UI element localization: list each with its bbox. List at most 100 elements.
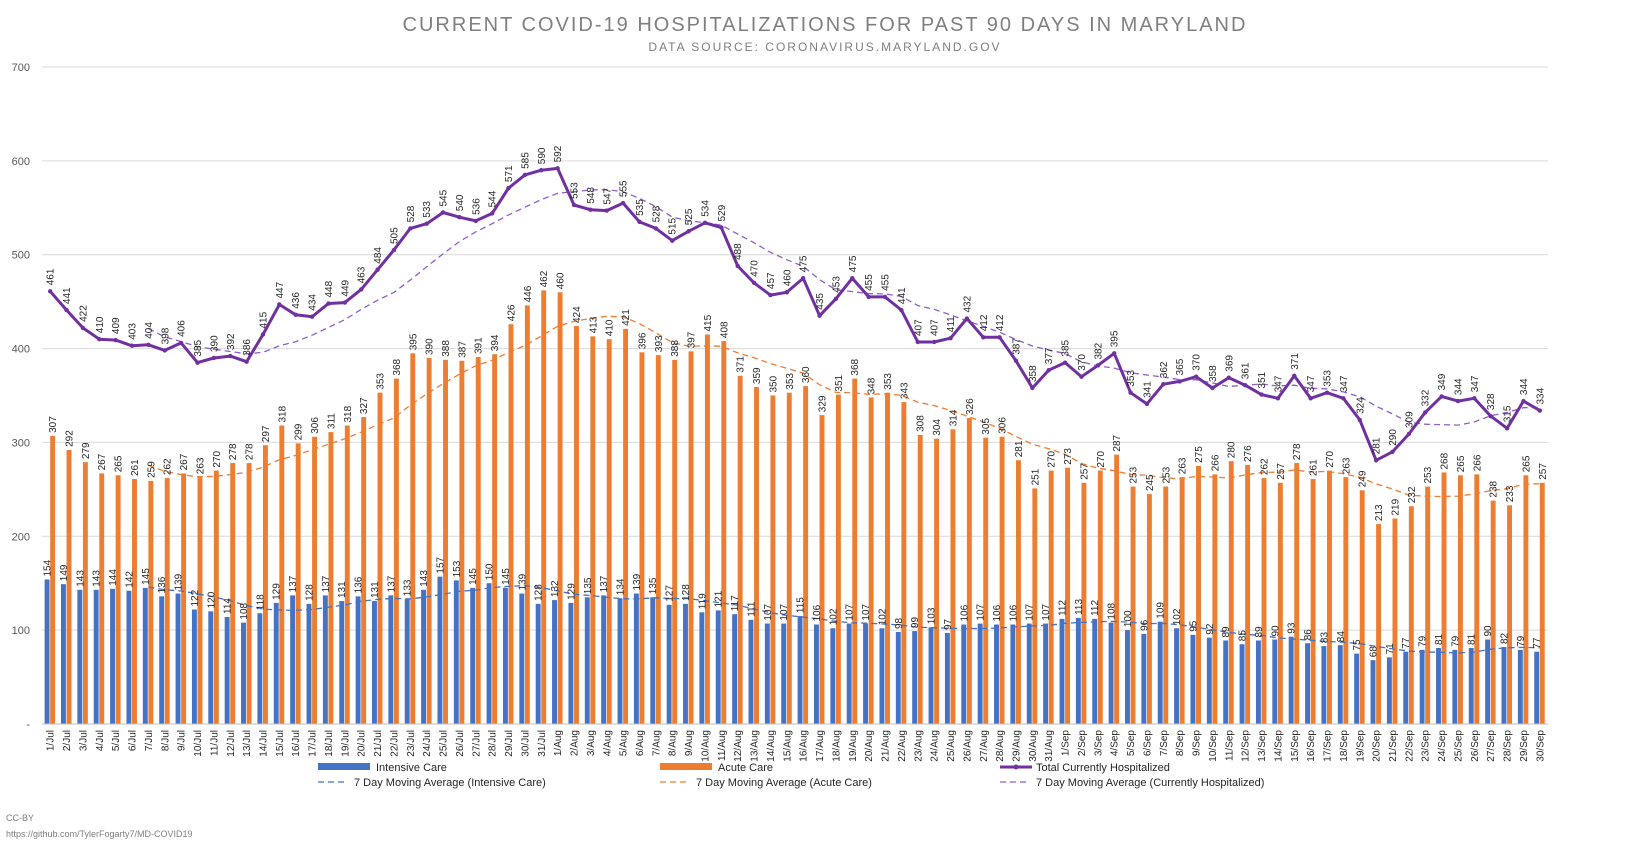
acute-care-bar bbox=[1359, 490, 1365, 724]
intensive-care-bar bbox=[1190, 634, 1196, 724]
data-label: 128 bbox=[534, 584, 545, 601]
data-label: 268 bbox=[1440, 452, 1451, 469]
acute-care-bar bbox=[1490, 500, 1496, 724]
x-tick-label: 1/Aug bbox=[553, 730, 564, 756]
x-tick-label: 27/Jul bbox=[471, 730, 482, 757]
x-tick-label: 8/Sep bbox=[1175, 730, 1186, 757]
x-tick-label: 6/Aug bbox=[635, 730, 646, 756]
intensive-care-bar bbox=[257, 613, 263, 724]
acute-care-bar bbox=[950, 429, 956, 724]
data-label: 305 bbox=[981, 418, 992, 435]
data-label: 351 bbox=[834, 374, 845, 391]
data-label: 432 bbox=[962, 295, 973, 312]
x-tick-label: 14/Jul bbox=[259, 730, 270, 757]
data-label: 153 bbox=[452, 560, 463, 577]
data-label: 453 bbox=[831, 276, 842, 293]
data-label: 143 bbox=[419, 570, 430, 587]
intensive-care-bar bbox=[1370, 660, 1376, 724]
moving-average-line bbox=[148, 315, 1540, 498]
total-hospitalized-point bbox=[637, 219, 642, 225]
x-tick-label: 4/Aug bbox=[602, 730, 613, 756]
data-label: 369 bbox=[1224, 355, 1235, 372]
acute-care-bar bbox=[197, 477, 203, 724]
intensive-care-bar bbox=[322, 595, 328, 724]
acute-care-bar bbox=[213, 470, 219, 724]
x-tick-label: 10/Aug bbox=[701, 730, 712, 762]
intensive-care-bar bbox=[928, 627, 934, 724]
data-label: 281 bbox=[1014, 440, 1025, 457]
x-tick-label: 6/Sep bbox=[1142, 730, 1153, 757]
intensive-care-bar bbox=[306, 603, 312, 724]
legend-item: 7 Day Moving Average (Acute Care) bbox=[660, 777, 872, 789]
data-label: 98 bbox=[894, 617, 905, 629]
intensive-care-bar bbox=[339, 601, 345, 724]
data-label: 308 bbox=[916, 415, 927, 432]
chart-title: CURRENT COVID-19 HOSPITALIZATIONS FOR PA… bbox=[403, 14, 1248, 36]
x-tick-label: 25/Aug bbox=[946, 730, 957, 762]
x-tick-label: 30/Jul bbox=[520, 730, 531, 757]
total-hospitalized-point bbox=[1504, 426, 1510, 431]
data-label: 233 bbox=[1505, 485, 1516, 502]
total-hospitalized-point bbox=[1488, 413, 1493, 419]
data-label: 137 bbox=[321, 575, 332, 592]
legend-swatch bbox=[660, 763, 712, 770]
acute-care-bar bbox=[262, 445, 268, 724]
total-hospitalized-point bbox=[178, 340, 184, 346]
acute-care-bar bbox=[66, 449, 72, 724]
data-label: 290 bbox=[1388, 429, 1399, 446]
intensive-care-bar bbox=[944, 632, 950, 724]
legend-marker bbox=[1013, 764, 1019, 770]
total-hospitalized-point bbox=[670, 238, 675, 243]
x-tick-label: 15/Jul bbox=[275, 730, 286, 757]
data-label: 86 bbox=[1303, 629, 1314, 641]
intensive-care-bar bbox=[1321, 646, 1327, 724]
intensive-care-bar bbox=[1157, 621, 1163, 724]
data-label: 157 bbox=[435, 556, 446, 573]
data-label: 353 bbox=[1126, 370, 1137, 387]
x-tick-label: 17/Jul bbox=[308, 730, 319, 757]
legend-item: 7 Day Moving Average (Intensive Care) bbox=[318, 777, 546, 789]
x-tick-label: 14/Aug bbox=[766, 730, 777, 762]
intensive-care-bar bbox=[142, 587, 148, 724]
data-label: 344 bbox=[1519, 378, 1530, 395]
total-hospitalized-point bbox=[768, 292, 773, 298]
data-label: 245 bbox=[1145, 474, 1156, 491]
total-hospitalized-point bbox=[817, 313, 822, 318]
data-label: 306 bbox=[310, 417, 321, 434]
data-label: 270 bbox=[1096, 450, 1107, 467]
intensive-care-bar bbox=[1288, 636, 1294, 724]
intensive-care-bar bbox=[1452, 649, 1458, 724]
total-hospitalized-point bbox=[1242, 382, 1248, 388]
total-hospitalized-point bbox=[1439, 394, 1444, 399]
data-label: 590 bbox=[537, 147, 548, 164]
data-label: 368 bbox=[850, 358, 861, 375]
acute-care-bar bbox=[99, 473, 105, 724]
data-label: 361 bbox=[1241, 362, 1252, 379]
x-tick-label: 25/Sep bbox=[1454, 730, 1465, 762]
total-hospitalized-point bbox=[64, 307, 69, 313]
data-label: 273 bbox=[1063, 448, 1074, 465]
data-label: 304 bbox=[932, 419, 943, 436]
x-tick-label: 20/Sep bbox=[1372, 730, 1383, 762]
acute-care-bar bbox=[1048, 470, 1054, 724]
total-hospitalized-point bbox=[309, 314, 315, 319]
acute-care-bar bbox=[475, 357, 481, 724]
data-label: 253 bbox=[1129, 466, 1140, 483]
data-label: 488 bbox=[733, 243, 744, 260]
data-label: 388 bbox=[670, 340, 681, 357]
data-label: 95 bbox=[1188, 620, 1199, 632]
legend-label: 7 Day Moving Average (Currently Hospital… bbox=[1036, 777, 1264, 789]
total-hospitalized-point bbox=[244, 359, 249, 364]
total-hospitalized-point bbox=[539, 168, 544, 173]
data-label: 278 bbox=[1292, 443, 1303, 460]
data-label: 92 bbox=[1205, 623, 1216, 635]
intensive-care-bar bbox=[126, 590, 132, 724]
data-label: 545 bbox=[439, 189, 450, 206]
data-label: 544 bbox=[488, 190, 499, 207]
legend-swatch bbox=[318, 763, 370, 770]
data-label: 232 bbox=[1407, 486, 1418, 503]
legend-item: Intensive Care bbox=[318, 762, 447, 774]
y-tick-label: 200 bbox=[12, 531, 30, 543]
total-hospitalized-point bbox=[211, 355, 217, 361]
acute-care-bar bbox=[737, 375, 743, 724]
